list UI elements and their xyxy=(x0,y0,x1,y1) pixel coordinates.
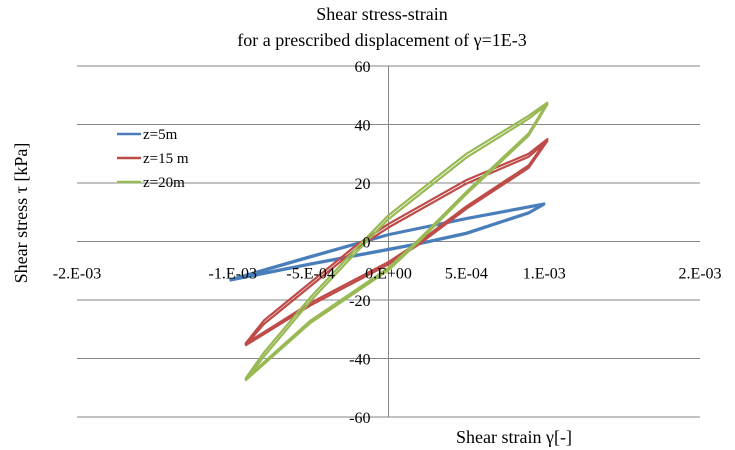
x-tick-label-4: 5.E-04 xyxy=(445,266,488,283)
y-tick-label-6: 60 xyxy=(355,59,371,76)
axes xyxy=(77,66,700,417)
series-2-loop-0 xyxy=(244,101,549,380)
y-tick-label-5: 40 xyxy=(355,118,371,135)
legend: z=5m z=15 m z=20m xyxy=(117,127,189,191)
series-group xyxy=(229,101,549,382)
chart-title: Shear stress-strain xyxy=(316,4,447,24)
legend-label-1: z=15 m xyxy=(143,151,189,167)
series-1-loop-1 xyxy=(244,139,549,347)
series-1-loop-0 xyxy=(244,138,549,345)
x-tick-label-6: 2.E-03 xyxy=(678,266,721,283)
y-tick-label-2: -20 xyxy=(349,293,370,310)
y-tick-label-4: 20 xyxy=(355,176,371,193)
x-tick-label-1: -1.E-03 xyxy=(209,266,257,283)
chart-subtitle: for a prescribed displacement of γ=1E-3 xyxy=(237,30,527,50)
series-2-loop-1 xyxy=(244,103,549,382)
x-tick-label-2: -5.E-04 xyxy=(286,266,334,283)
tick-labels: -60 -40 -20 0 20 40 60 -2.E-03 -1.E-03 -5.E-04 0.E… xyxy=(53,59,722,427)
x-axis-label: Shear strain γ[-] xyxy=(456,427,572,447)
y-tick-label-0: -60 xyxy=(349,410,370,427)
legend-label-2: z=20m xyxy=(143,175,185,191)
y-tick-label-3: 0 xyxy=(363,235,371,252)
y-tick-label-1: -40 xyxy=(349,352,370,369)
x-tick-label-0: -2.E-03 xyxy=(53,266,101,283)
y-axis-label: Shear stress τ [kPa] xyxy=(11,143,31,284)
legend-label-0: z=5m xyxy=(143,127,178,143)
x-tick-label-5: 1.E-03 xyxy=(523,266,566,283)
x-tick-label-3: 0.E+00 xyxy=(365,266,412,283)
